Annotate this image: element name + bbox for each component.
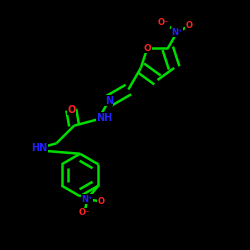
Text: O⁻: O⁻	[158, 18, 169, 27]
Text: N⁺: N⁺	[82, 194, 93, 203]
Text: O: O	[98, 197, 104, 206]
Text: NH: NH	[96, 113, 112, 123]
Text: O: O	[67, 105, 76, 115]
Text: N⁺: N⁺	[172, 28, 183, 36]
Text: O: O	[143, 44, 151, 53]
Text: O: O	[186, 21, 193, 30]
Text: N: N	[105, 96, 113, 106]
Text: HN: HN	[31, 143, 48, 153]
Text: O⁻: O⁻	[79, 208, 90, 217]
